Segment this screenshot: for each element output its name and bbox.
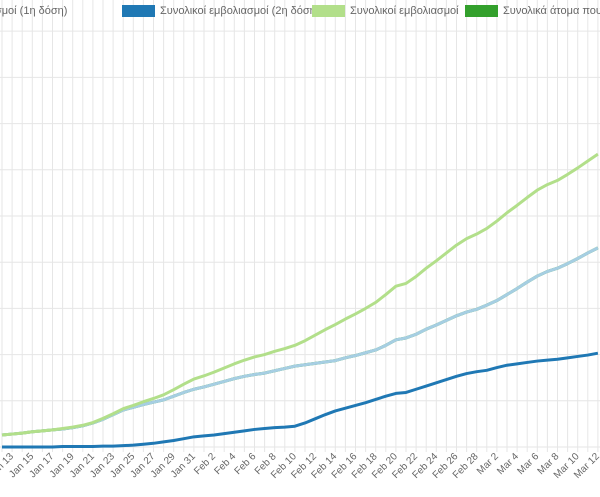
x-tick-label: Feb 2 — [192, 451, 218, 477]
x-tick-label: Feb 6 — [233, 451, 259, 477]
x-tick-label: Feb 4 — [212, 451, 238, 477]
legend-label: Συνολικοί εμβολιασμοί (1η δόση) — [0, 5, 67, 17]
x-tick-label: Mar 2 — [475, 451, 501, 477]
legend-swatch — [122, 5, 155, 17]
legend-label: Συνολικά άτομα που έχουν εμβολιαστεί — [503, 5, 600, 17]
legend-label: Συνολικοί εμβολιασμοί — [350, 5, 459, 17]
legend-label: Συνολικοί εμβολιασμοί (2η δόση) — [160, 5, 319, 17]
x-tick-label: Mar 6 — [515, 451, 541, 477]
legend-swatch — [312, 5, 345, 17]
legend-swatch — [465, 5, 498, 17]
series-line — [1, 152, 599, 437]
series-line — [2, 351, 599, 449]
x-tick-label: Mar 4 — [495, 451, 521, 477]
